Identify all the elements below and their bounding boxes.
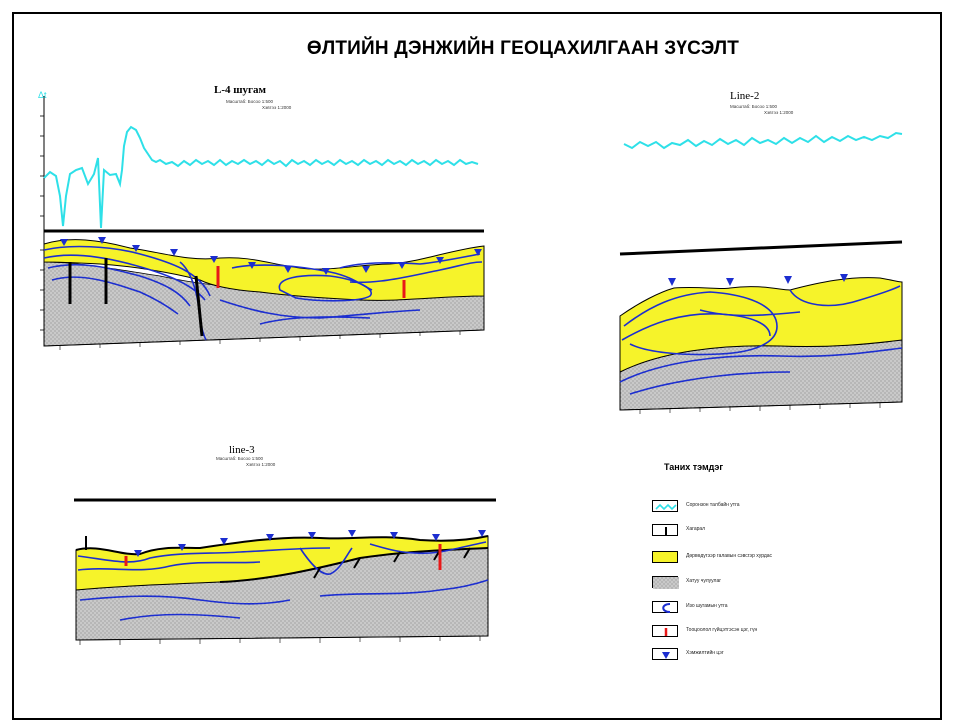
legend-label: Хагарал bbox=[686, 526, 706, 532]
line3-bottom-ticks bbox=[79, 636, 481, 645]
section-scale-line3-vertical: Масштаб: Босоо 1:500 bbox=[216, 456, 264, 461]
line2-section-frame bbox=[619, 282, 903, 411]
fault-icon bbox=[652, 524, 678, 536]
legend-title: Таних тэмдэг bbox=[664, 462, 724, 472]
line3-section-frame bbox=[75, 536, 489, 641]
section-scale-line2-vertical: Масштаб: Босоо 1:500 bbox=[730, 104, 778, 109]
page-title: ӨЛТИЙН ДЭНЖИЙН ГЕОЦАХИЛГААН ЗҮСЭЛТ bbox=[306, 38, 740, 59]
rock-swatch bbox=[652, 576, 679, 589]
l4-wells bbox=[216, 266, 406, 298]
section-scale-l4-vertical: Масштаб: Босоо 1:500 bbox=[226, 99, 274, 104]
contour-icon bbox=[652, 601, 678, 613]
l4-axis-label: Δt bbox=[38, 90, 47, 100]
l4-section-frame bbox=[43, 246, 485, 347]
l4-bottom-ticks bbox=[59, 331, 461, 350]
legend-label: Изо шугамын утга bbox=[686, 603, 728, 609]
section-line3 bbox=[74, 498, 496, 645]
sand-swatch bbox=[652, 551, 678, 563]
line3-station-markers bbox=[134, 530, 486, 557]
line2-station-markers bbox=[668, 274, 848, 286]
section-line2 bbox=[619, 131, 903, 414]
section-l4: Δt bbox=[38, 90, 485, 350]
line2-baseline bbox=[619, 240, 903, 256]
line2-bottom-ticks bbox=[639, 403, 881, 414]
legend-label: Хатуу чулуулаг bbox=[686, 578, 722, 584]
legend-label: Соронзон талбайн утга bbox=[686, 502, 740, 508]
line2-contours bbox=[619, 285, 903, 395]
legend-label: Дөрвөдүгээр галавын сэвсгэр хурдас bbox=[686, 553, 773, 559]
legend-label: Тооцоолол гүйцэтгэсэн цэг, гүн bbox=[686, 627, 758, 633]
line2-sand-layer bbox=[619, 277, 903, 373]
l4-station-markers bbox=[60, 237, 482, 275]
station-icon bbox=[652, 648, 678, 660]
well-icon bbox=[652, 625, 678, 637]
legend-label: Хэмжилтийн цэг bbox=[686, 650, 724, 656]
wave-icon bbox=[652, 500, 678, 512]
section-scale-line3-horizontal: Хэвтээ 1:2000 bbox=[246, 462, 276, 467]
l4-fault-lines bbox=[68, 258, 204, 337]
section-title-line3: line-3 bbox=[229, 444, 255, 456]
section-title-l4: L-4 шугам bbox=[214, 84, 267, 96]
section-scale-line2-horizontal: Хэвтээ 1:2000 bbox=[764, 110, 794, 115]
line3-contours bbox=[77, 541, 489, 621]
l4-magnetic-curve bbox=[43, 125, 479, 229]
line2-magnetic-curve bbox=[623, 131, 903, 150]
line3-wells bbox=[124, 544, 442, 570]
section-scale-l4-horizontal: Хэвтээ 1:2000 bbox=[262, 105, 292, 110]
section-title-line2: Line-2 bbox=[730, 90, 760, 102]
l4-y-ticks bbox=[40, 115, 44, 331]
